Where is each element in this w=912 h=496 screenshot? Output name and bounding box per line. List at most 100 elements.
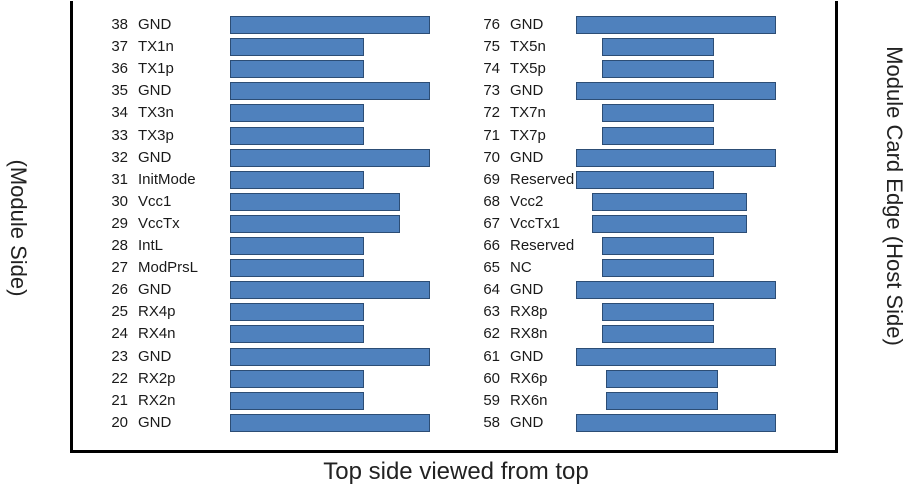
contact-pad bbox=[576, 148, 776, 167]
contact-pad bbox=[230, 347, 430, 366]
pin-number: 30 bbox=[111, 192, 128, 210]
contact-pad bbox=[230, 104, 364, 123]
contact-pad bbox=[602, 325, 714, 344]
contact-pad bbox=[606, 369, 718, 388]
pin-signal-name: VccTx1 bbox=[510, 214, 561, 232]
pin-row: 61 GND bbox=[460, 346, 820, 368]
pin-number: 72 bbox=[483, 104, 500, 122]
contact-pad bbox=[576, 281, 776, 300]
contact-pad bbox=[602, 38, 714, 57]
contact-pad bbox=[230, 126, 364, 145]
contact-pad bbox=[602, 303, 714, 322]
contact-pad bbox=[576, 347, 776, 366]
contact-pad bbox=[576, 413, 776, 432]
pin-signal-name: RX8n bbox=[510, 325, 548, 343]
pin-row: 59 RX6n bbox=[460, 390, 820, 412]
pin-number: 64 bbox=[483, 281, 500, 299]
contact-pad bbox=[230, 170, 364, 189]
pin-signal-name: RX4n bbox=[138, 325, 176, 343]
pin-signal-name: GND bbox=[138, 413, 172, 431]
pin-number: 31 bbox=[111, 170, 128, 188]
view-caption: Top side viewed from top bbox=[323, 458, 589, 485]
pin-row: 76 GND bbox=[460, 14, 820, 36]
contact-pad bbox=[602, 259, 714, 278]
pin-number: 74 bbox=[483, 60, 500, 78]
pin-signal-name: Vcc2 bbox=[510, 192, 544, 210]
pin-number: 29 bbox=[111, 214, 128, 232]
pin-row: 63 RX8p bbox=[460, 301, 820, 323]
pin-row: 24 RX4n bbox=[88, 323, 448, 345]
contact-pad bbox=[230, 303, 364, 322]
pin-number: 65 bbox=[483, 259, 500, 277]
pin-row: 73 GND bbox=[460, 80, 820, 102]
pin-signal-name: VccTx bbox=[138, 214, 180, 232]
pin-row: 72 TX7n bbox=[460, 102, 820, 124]
pin-signal-name: GND bbox=[510, 281, 544, 299]
pin-signal-name: GND bbox=[510, 347, 544, 365]
pin-number: 73 bbox=[483, 82, 500, 100]
pin-number: 20 bbox=[111, 413, 128, 431]
pin-number: 61 bbox=[483, 347, 500, 365]
pin-signal-name: TX7n bbox=[510, 104, 546, 122]
pin-number: 63 bbox=[483, 303, 500, 321]
pin-number: 68 bbox=[483, 192, 500, 210]
pin-number: 67 bbox=[483, 214, 500, 232]
pin-number: 62 bbox=[483, 325, 500, 343]
pin-number: 34 bbox=[111, 104, 128, 122]
pin-number: 58 bbox=[483, 413, 500, 431]
pin-signal-name: TX1p bbox=[138, 60, 174, 78]
pin-row: 68 Vcc2 bbox=[460, 191, 820, 213]
pin-signal-name: GND bbox=[138, 82, 172, 100]
host-side-label: Module Card Edge (Host Side) bbox=[882, 46, 907, 346]
pin-signal-name: ModPrsL bbox=[138, 259, 199, 277]
pin-number: 21 bbox=[111, 391, 128, 409]
pin-number: 22 bbox=[111, 369, 128, 387]
pin-row: 32 GND bbox=[88, 147, 448, 169]
pin-row: 58 GND bbox=[460, 412, 820, 434]
pin-number: 23 bbox=[111, 347, 128, 365]
pin-row: 33 TX3p bbox=[88, 125, 448, 147]
pin-number: 59 bbox=[483, 391, 500, 409]
pin-row: 65 NC bbox=[460, 257, 820, 279]
pin-row: 28 IntL bbox=[88, 235, 448, 257]
pin-number: 60 bbox=[483, 369, 500, 387]
pin-number: 32 bbox=[111, 148, 128, 166]
contact-pad bbox=[576, 82, 776, 101]
pin-number: 37 bbox=[111, 38, 128, 56]
contact-pad bbox=[606, 391, 718, 410]
pin-signal-name: RX2n bbox=[138, 391, 176, 409]
contact-pad bbox=[230, 325, 364, 344]
pin-row: 64 GND bbox=[460, 279, 820, 301]
pin-row: 38 GND bbox=[88, 14, 448, 36]
pin-row: 29 VccTx bbox=[88, 213, 448, 235]
pin-row: 34 TX3n bbox=[88, 102, 448, 124]
pin-number: 27 bbox=[111, 259, 128, 277]
pin-row: 67 VccTx1 bbox=[460, 213, 820, 235]
contact-pad bbox=[592, 192, 747, 211]
pin-signal-name: GND bbox=[510, 16, 544, 33]
contact-pad bbox=[230, 192, 400, 211]
pin-signal-name: RX6n bbox=[510, 391, 548, 409]
pin-row: 35 GND bbox=[88, 80, 448, 102]
contact-pad bbox=[576, 170, 714, 189]
pin-row: 30 Vcc1 bbox=[88, 191, 448, 213]
pin-number: 25 bbox=[111, 303, 128, 321]
pin-signal-name: GND bbox=[138, 148, 172, 166]
contact-pad bbox=[230, 369, 364, 388]
pin-signal-name: RX8p bbox=[510, 303, 548, 321]
pin-row: 69 Reserved bbox=[460, 169, 820, 191]
contact-pad bbox=[602, 104, 714, 123]
pin-signal-name: TX5n bbox=[510, 38, 546, 56]
pin-number: 28 bbox=[111, 237, 128, 254]
pin-signal-name: TX3p bbox=[138, 126, 174, 144]
contact-pad bbox=[230, 281, 430, 300]
contact-pad bbox=[230, 60, 364, 79]
pin-row: 75 TX5n bbox=[460, 36, 820, 58]
pin-signal-name: TX5p bbox=[510, 60, 546, 78]
pin-number: 35 bbox=[111, 82, 128, 100]
contact-pad bbox=[230, 82, 430, 101]
contact-pad bbox=[592, 214, 747, 233]
pin-number: 71 bbox=[483, 126, 500, 144]
pin-signal-name: GND bbox=[510, 413, 544, 431]
pin-row: 23 GND bbox=[88, 346, 448, 368]
